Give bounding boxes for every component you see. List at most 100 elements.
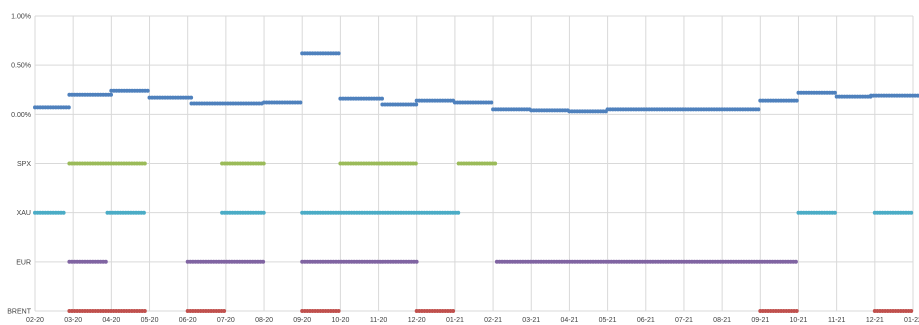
- data-point: [61, 210, 66, 215]
- rate-segment: [262, 100, 303, 105]
- data-point: [413, 161, 418, 166]
- signal-segment-brent: [67, 309, 147, 313]
- data-point: [794, 98, 799, 103]
- x-tick-label: 04-20: [102, 317, 120, 324]
- signal-segment-spx: [456, 161, 498, 166]
- data-point: [793, 259, 798, 264]
- signal-segment-spx: [67, 161, 147, 166]
- data-point: [493, 161, 498, 166]
- data-point: [109, 92, 113, 97]
- signal-segment-brent: [758, 309, 799, 313]
- signal-segment-xau: [872, 210, 914, 215]
- x-tick-label: 11-20: [370, 317, 387, 324]
- x-tick-label: 07-20: [217, 317, 235, 324]
- data-point: [261, 161, 266, 166]
- x-tick-label: 07-21: [675, 317, 693, 324]
- data-point: [414, 102, 419, 107]
- data-point: [336, 309, 341, 313]
- data-point: [909, 210, 914, 215]
- data-point: [794, 309, 799, 313]
- x-tick-label: 01-21: [446, 317, 464, 324]
- y-tick-label: 1.00%: [11, 14, 31, 21]
- x-tick-label: 12-20: [408, 317, 426, 324]
- x-tick-label: 09-20: [293, 317, 311, 324]
- data-point: [222, 309, 227, 313]
- x-tick-label: 03-20: [64, 317, 82, 324]
- signal-segment-brent: [300, 309, 341, 313]
- data-point: [832, 210, 837, 215]
- x-tick-label: 03-21: [522, 317, 540, 324]
- rate-segment: [529, 108, 570, 113]
- rate-segment: [491, 107, 532, 112]
- signal-segment-eur: [494, 259, 798, 264]
- signal-segment-brent: [185, 309, 227, 313]
- rate-segment: [414, 98, 456, 103]
- signal-segment-eur: [300, 259, 419, 264]
- x-tick-label: 08-21: [713, 317, 731, 324]
- x-tick-label: 10-21: [790, 317, 808, 324]
- rate-segment: [452, 100, 494, 105]
- signal-segment-eur: [185, 259, 266, 264]
- rate-segment: [796, 90, 837, 95]
- rate-segment: [380, 102, 419, 107]
- rate-segment: [67, 92, 113, 97]
- signal-segment-xau: [300, 210, 461, 215]
- signal-segment-xau: [33, 210, 66, 215]
- rate-segment: [605, 107, 761, 112]
- data-point: [261, 259, 266, 264]
- x-tick-label: 05-20: [141, 317, 159, 324]
- data-point: [142, 309, 147, 313]
- data-point: [141, 210, 146, 215]
- rate-segment: [338, 96, 384, 101]
- rate-segment: [567, 109, 608, 114]
- data-point: [909, 309, 914, 313]
- data-point: [298, 100, 303, 105]
- signal-segment-eur: [67, 259, 108, 264]
- rate-segment: [189, 101, 264, 106]
- data-point: [915, 93, 919, 98]
- signal-segment-xau: [220, 210, 266, 215]
- y-tick-label: SPX: [17, 161, 31, 168]
- data-point: [489, 100, 494, 105]
- data-point: [103, 259, 108, 264]
- rate-segment: [758, 98, 799, 103]
- series: [33, 51, 919, 313]
- signal-segment-spx: [338, 161, 418, 166]
- signal-segment-brent: [414, 309, 456, 313]
- data-point: [66, 105, 71, 110]
- data-point: [456, 210, 461, 215]
- data-point: [832, 90, 837, 95]
- x-tick-label: 02-21: [484, 317, 502, 324]
- data-point: [145, 88, 150, 93]
- rate-segment: [109, 88, 150, 93]
- y-tick-label: 0.00%: [11, 112, 31, 119]
- rate-segment: [147, 95, 194, 100]
- x-tick-label: 01-22: [904, 317, 919, 324]
- x-tick-label: 06-21: [637, 317, 655, 324]
- x-tick-label: 12-21: [866, 317, 884, 324]
- x-tick-label: 09-21: [751, 317, 769, 324]
- data-point: [336, 51, 341, 56]
- x-tick-label: 02-20: [26, 317, 44, 324]
- signal-segment-xau: [796, 210, 837, 215]
- y-tick-label: 0.50%: [11, 63, 31, 70]
- data-point: [451, 309, 456, 313]
- data-point: [414, 259, 419, 264]
- rate-segment: [300, 51, 341, 56]
- y-tick-label: EUR: [16, 259, 31, 266]
- rate-segment: [869, 93, 919, 98]
- x-tick-label: 04-21: [560, 317, 578, 324]
- x-tick-labels: 02-20 03-20 04-20 05-20 06-20 07-20 08-20 09-20…: [26, 317, 919, 324]
- data-point: [380, 96, 384, 101]
- x-tick-label: 11-21: [828, 317, 845, 324]
- data-point: [189, 95, 194, 100]
- x-tick-label: 10-20: [331, 317, 349, 324]
- data-point: [142, 161, 147, 166]
- signal-segment-brent: [872, 309, 914, 313]
- y-tick-label: BRENT: [7, 309, 31, 316]
- x-tick-label: 06-20: [179, 317, 197, 324]
- y-tick-labels: 1.00% 0.50% 0.00% SPX XAU EUR BRENT: [7, 14, 31, 316]
- rate-segment: [834, 94, 873, 99]
- x-tick-label: 08-20: [255, 317, 273, 324]
